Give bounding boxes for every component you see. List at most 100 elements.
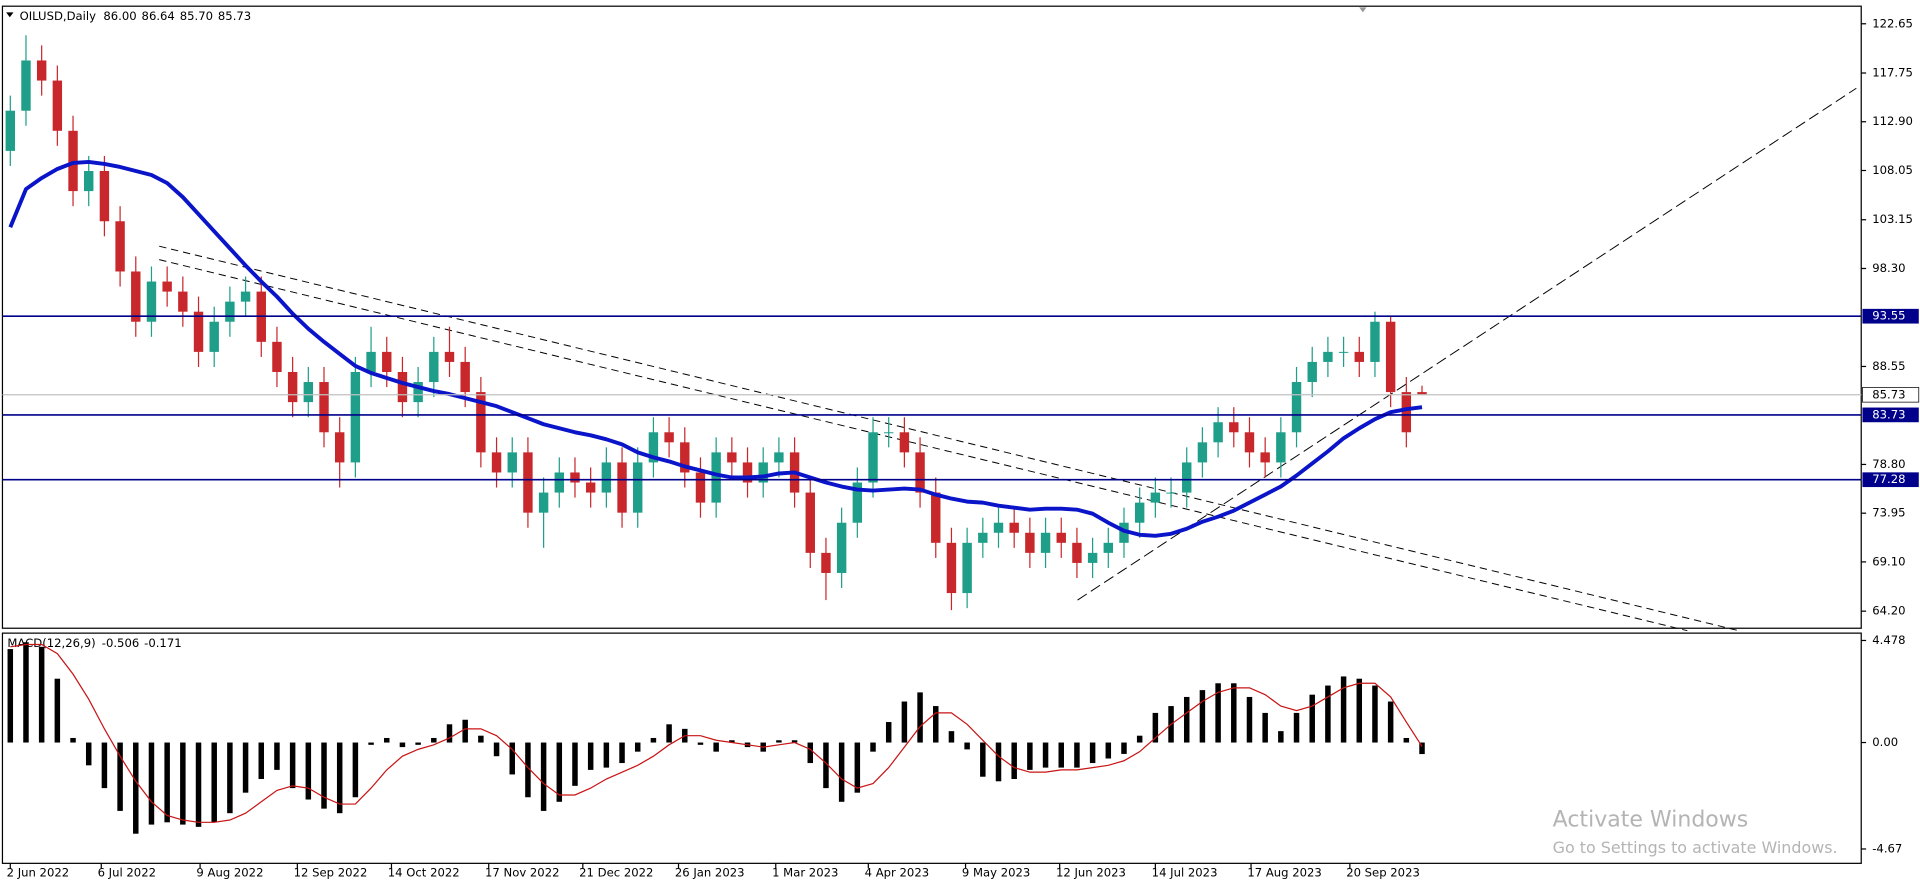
macd-bar (321, 742, 327, 809)
candle-body (946, 542, 957, 594)
y-tick-label: 88.55 (1872, 359, 1905, 373)
candle-body (978, 532, 988, 543)
macd-bar (666, 724, 672, 743)
macd-bar (619, 742, 625, 764)
candle-body (319, 382, 329, 433)
candle-body (334, 432, 345, 463)
macd-bar (164, 742, 170, 823)
macd-panel-frame (1, 632, 1862, 864)
candle-body (1103, 542, 1114, 553)
x-tick-label: 14 Jul 2023 (1152, 866, 1218, 880)
level-label: 77.28 (1872, 472, 1905, 486)
macd-bar (776, 740, 782, 743)
candle-body (1040, 532, 1051, 553)
y-tick-label: 103.15 (1872, 212, 1913, 226)
candle-body (1260, 452, 1270, 463)
macd-bar (148, 742, 155, 825)
candle-body (915, 452, 925, 493)
macd-bar (697, 742, 704, 745)
candle-body (36, 60, 47, 81)
candles (5, 35, 1427, 611)
y-tick-label: 64.20 (1872, 604, 1905, 618)
moving-average (8, 160, 1423, 538)
x-tick-label: 12 Jun 2023 (1056, 866, 1126, 880)
candle-body (1307, 361, 1317, 383)
candle-body (303, 382, 314, 403)
candle-body (931, 492, 941, 543)
candle-body (805, 492, 815, 553)
macd-bar (38, 646, 45, 743)
macd-bar (1058, 742, 1064, 768)
macd-bar (368, 742, 374, 745)
macd-bar (352, 742, 359, 798)
y-tick-label: 0.00 (1872, 735, 1898, 749)
macd-bar (540, 742, 547, 811)
macd-bar (603, 742, 610, 768)
level-label: 93.55 (1872, 309, 1905, 323)
macd-bar (493, 742, 500, 757)
macd-bar (964, 742, 970, 750)
macd-bar (634, 742, 641, 752)
macd-bar (274, 742, 280, 770)
candle-body (115, 221, 125, 272)
candle-body (523, 452, 533, 513)
candle-body (1417, 392, 1427, 395)
macd-bar (23, 642, 29, 743)
macd-bar (70, 737, 76, 743)
macd-bar (1403, 737, 1410, 743)
candle-body (491, 452, 502, 473)
candle-body (1229, 422, 1239, 433)
macd-bar (1309, 694, 1315, 743)
macd-bar (729, 740, 735, 743)
macd-bar (384, 737, 390, 743)
level-label: 83.73 (1872, 407, 1905, 421)
candle-body (1197, 442, 1208, 463)
macd-bar (995, 742, 1002, 782)
macd-bar (854, 742, 861, 793)
macd-bar (556, 742, 563, 802)
candle-body (146, 281, 157, 322)
macd-bar (1278, 731, 1284, 743)
candle-body (1323, 351, 1333, 362)
candle-body (1401, 392, 1412, 433)
candle-body (883, 432, 894, 434)
macd-bar (870, 742, 876, 752)
x-tick-label: 9 Aug 2022 (196, 866, 263, 880)
trendline (1077, 87, 1857, 601)
candle-body (1134, 502, 1145, 523)
candle-body (1056, 532, 1066, 543)
candle-body (240, 291, 251, 302)
macd-bar (807, 742, 814, 764)
macd-bar (1246, 696, 1253, 743)
candle-body (507, 452, 517, 473)
signal-line (10, 643, 1423, 823)
macd-bar (838, 742, 845, 802)
macd-bar (1042, 742, 1049, 768)
candle-body (868, 432, 878, 483)
macd-bar (336, 742, 343, 814)
candle-body (1370, 321, 1380, 362)
macd-bar (1215, 683, 1221, 743)
candle-body (1009, 522, 1019, 533)
macd-bar (901, 701, 908, 743)
candle-body (178, 291, 188, 312)
macd-bar (1105, 742, 1112, 759)
candle-body (5, 110, 15, 151)
x-tick-label: 1 Mar 2023 (772, 866, 838, 880)
macd-bar (1027, 742, 1033, 770)
macd-bar (1152, 712, 1159, 743)
current-price-label: 85.73 (1872, 387, 1905, 401)
level-label-box (1862, 472, 1919, 488)
macd-bar (572, 742, 578, 786)
y-tick-label: 73.95 (1872, 506, 1905, 520)
candle-body (413, 382, 423, 403)
candle-body (617, 462, 627, 513)
candle-body (68, 130, 78, 192)
macd-bar (1356, 678, 1363, 743)
chart-title: OILUSD,Daily 86.00 86.64 85.70 85.73 (20, 8, 252, 22)
candle-body (758, 462, 768, 483)
candle-body (1244, 432, 1255, 453)
macd-bar (1372, 685, 1378, 743)
current-price-box (1862, 387, 1920, 403)
candle-body (193, 311, 204, 352)
